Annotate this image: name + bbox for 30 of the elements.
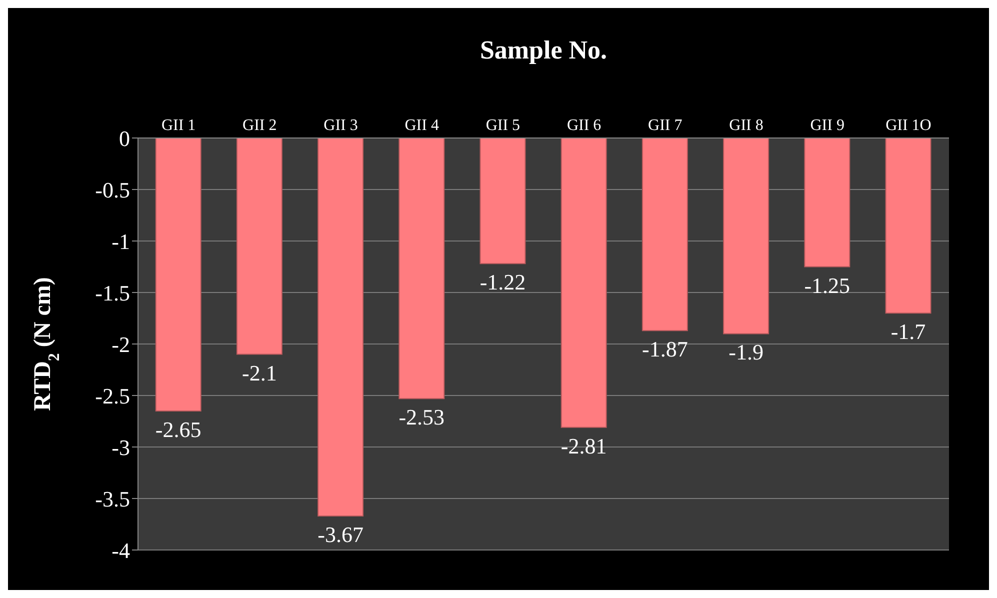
data-label: -3.67 [318,522,364,548]
data-label: -2.81 [560,433,607,458]
y-tick-label: -0.5 [95,177,130,202]
data-label: -2.65 [155,416,202,442]
y-tick-label: -1.5 [95,280,130,306]
data-label: -1.7 [890,319,926,344]
data-label: -1.87 [642,336,688,362]
data-label: -1.9 [728,340,764,365]
x-tick-label: GII 7 [648,117,682,134]
x-tick-label: GII 4 [404,117,439,134]
data-label: -1.25 [804,272,850,298]
data-label: -1.22 [480,270,526,295]
x-tick-label: GII 8 [729,117,764,134]
x-tick-label: GII 5 [486,117,520,134]
x-tick-label: GII 2 [242,117,277,134]
x-tick-label: GII 1 [161,117,196,134]
data-label: -2.53 [398,404,445,430]
x-tick-label: GII 3 [324,117,358,134]
x-tick-label: GII 1O [886,117,932,134]
x-tick-label: GII 6 [566,117,602,134]
x-tick-label: GII 9 [810,117,844,134]
y-tick-label: -1 [112,228,130,254]
y-tick-label: 0 [119,126,130,151]
y-tick-label: -2.5 [95,383,130,408]
x-axis-title: Sample No. [480,35,608,64]
y-tick-label: -3.5 [95,486,130,512]
y-tick-label: -2 [112,332,130,357]
y-tick-label: -4 [112,538,130,563]
y-tick-label: -3 [112,434,130,460]
data-label: -2.1 [242,360,277,386]
